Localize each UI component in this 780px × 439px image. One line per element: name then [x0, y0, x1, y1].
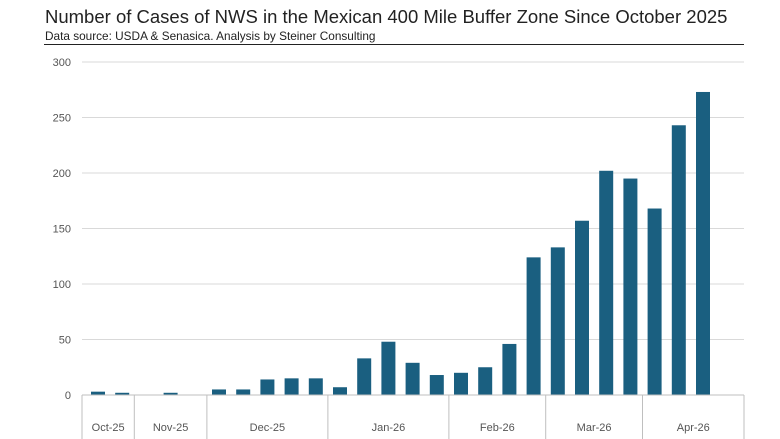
y-tick-label: 300: [53, 57, 71, 69]
bar: [163, 392, 178, 395]
bar: [575, 220, 589, 395]
bar: [526, 257, 541, 395]
x-tick-label: Nov-25: [153, 422, 188, 434]
bar: [381, 341, 396, 395]
bar: [115, 392, 130, 395]
bar: [405, 362, 420, 395]
title-underline: [44, 44, 744, 45]
bar: [454, 372, 468, 395]
bar: [333, 387, 347, 395]
gridlines: [82, 61, 744, 340]
bar: [599, 170, 614, 395]
x-tick-label: Apr-26: [677, 422, 710, 434]
x-tick-label: Oct-25: [92, 422, 125, 434]
x-axis: Oct-25 Nov-25 Dec-25 Jan-26 Feb-26 Mar-26 Apr-…: [81, 394, 745, 439]
bars: [91, 91, 710, 396]
bar: [502, 343, 517, 395]
bar: [478, 367, 493, 395]
x-tick-label: Feb-26: [480, 422, 515, 434]
bar: [91, 391, 105, 395]
bar: [647, 208, 662, 395]
bar: [671, 125, 686, 396]
chart-title: Number of Cases of NWS in the Mexican 40…: [45, 6, 728, 27]
x-tick-label: Mar-26: [577, 422, 612, 434]
bar: [284, 378, 299, 395]
bar: [429, 375, 444, 395]
chart-subtitle: Data source: USDA & Senasica. Analysis b…: [45, 29, 376, 43]
y-tick-label: 150: [53, 224, 71, 236]
y-tick-label: 50: [59, 335, 71, 347]
bar: [236, 389, 251, 395]
x-tick-label: Jan-26: [372, 422, 406, 434]
bar: [260, 379, 275, 395]
y-tick-label: 200: [53, 168, 71, 180]
bar: [357, 358, 372, 395]
bar: [623, 178, 638, 395]
bar: [550, 247, 565, 395]
bar: [212, 389, 226, 395]
bar: [696, 91, 710, 395]
y-axis-tick-labels: 0 50 100 150 200 250 300: [53, 57, 71, 402]
y-tick-label: 250: [53, 113, 71, 125]
y-tick-label: 100: [53, 279, 71, 291]
bar: [308, 378, 323, 395]
y-tick-label: 0: [65, 390, 71, 402]
x-tick-label: Dec-25: [250, 422, 285, 434]
